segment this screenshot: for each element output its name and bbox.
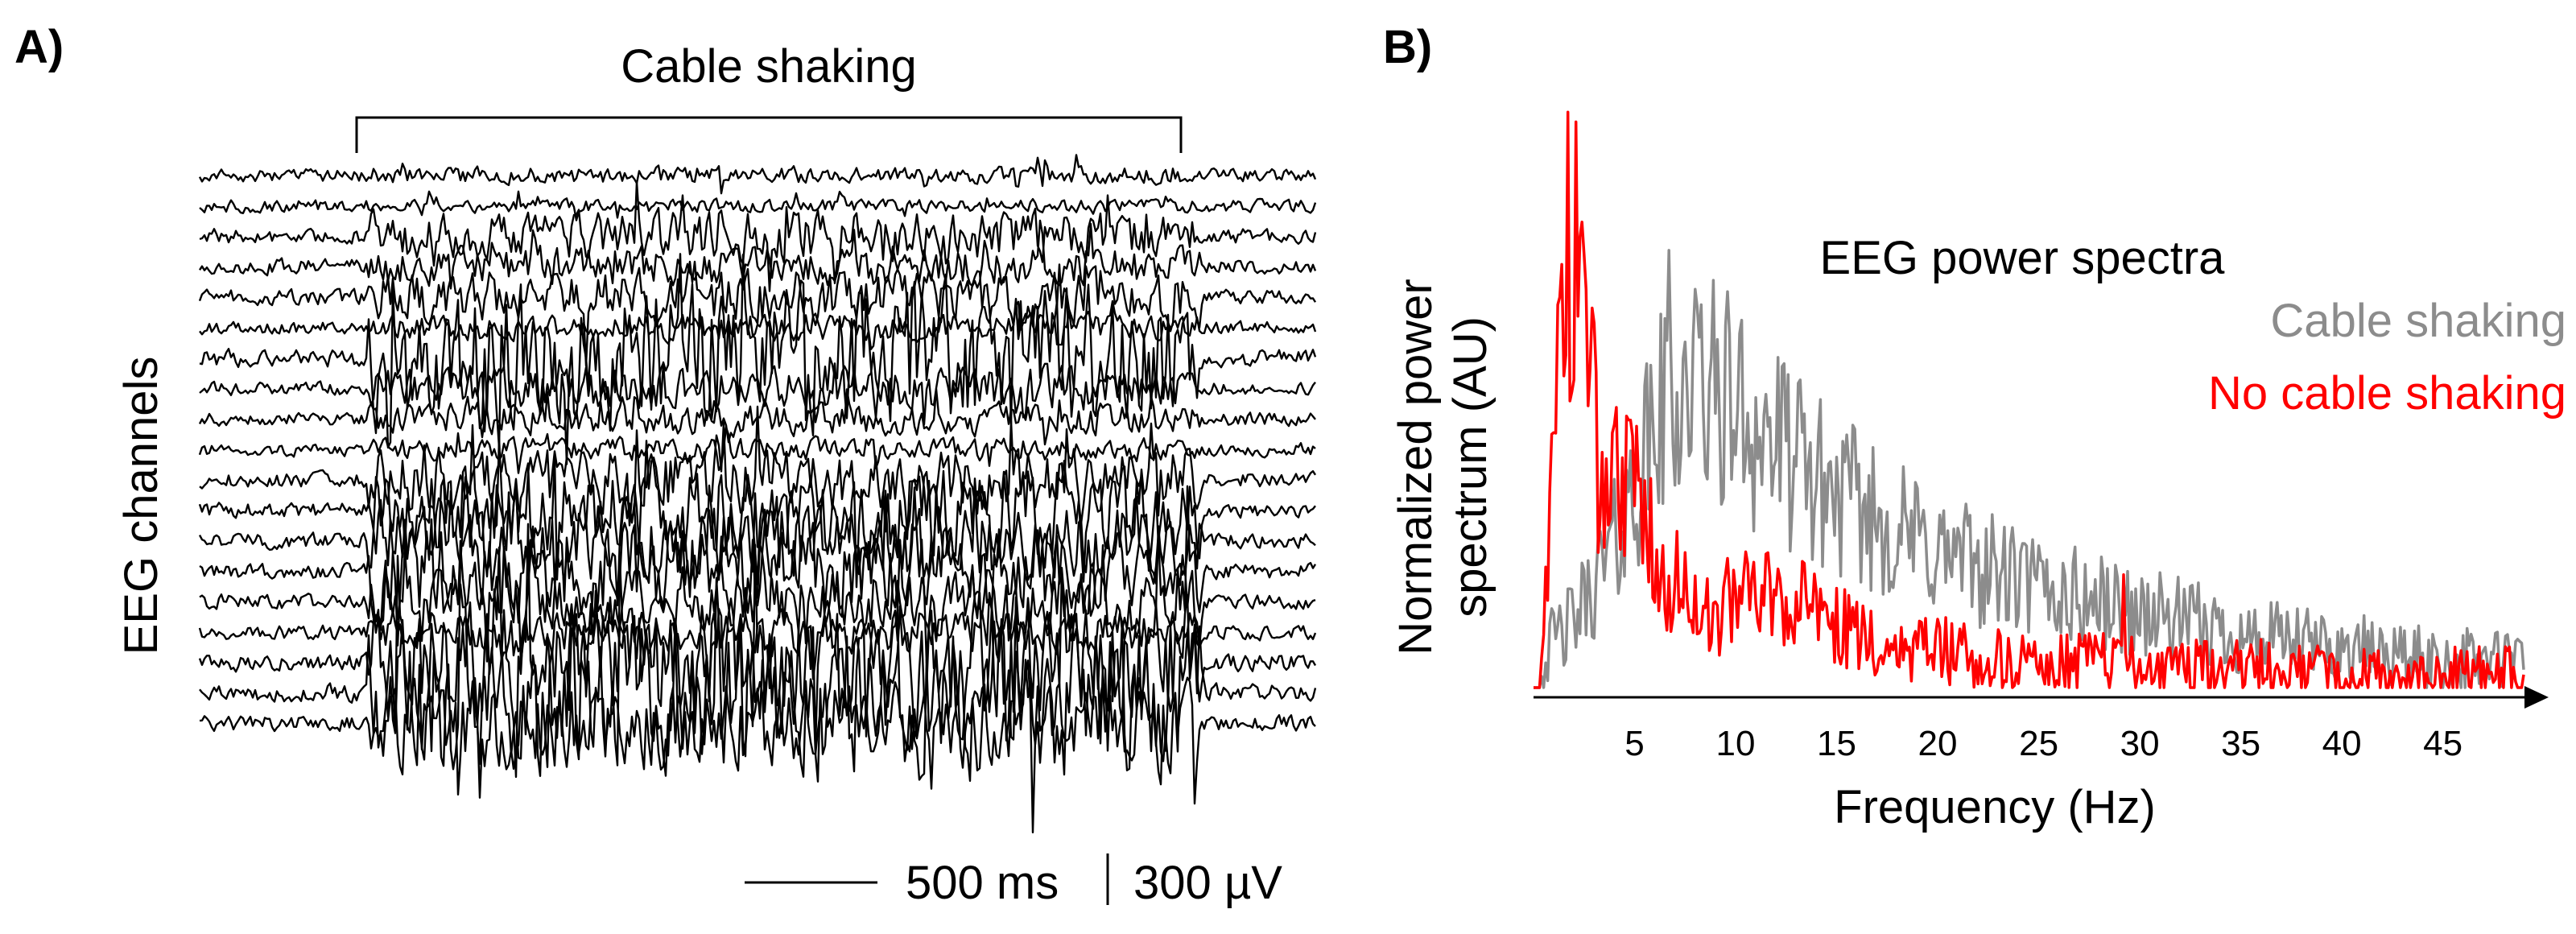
time-scale-label: 500 ms xyxy=(906,857,1059,909)
xtick-35: 35 xyxy=(2221,724,2260,763)
eeg-ylabel: EEG channels xyxy=(115,357,167,655)
spectrum-cable-shaking xyxy=(1534,249,2525,689)
frequency-axis-arrow xyxy=(2524,686,2549,709)
xtick-40: 40 xyxy=(2322,724,2362,763)
eeg-trace-ch2 xyxy=(199,190,1317,221)
legend-no-cable-shaking: No cable shaking xyxy=(2208,367,2566,419)
panel-b-label: B) xyxy=(1383,21,1432,73)
xtick-15: 15 xyxy=(1817,724,1856,763)
spectrum-no-cable-shaking xyxy=(1534,110,2525,689)
eeg-trace-ch4 xyxy=(198,219,1317,290)
eeg-trace-ch11 xyxy=(199,405,1317,583)
amp-scale-label: 300 µV xyxy=(1133,857,1282,909)
eeg-trace-ch15 xyxy=(199,523,1316,664)
eeg-trace-ch7 xyxy=(199,253,1317,465)
spectra-ylabel-line-2: spectrum (AU) xyxy=(1444,316,1496,618)
xtick-30: 30 xyxy=(2120,724,2160,763)
spectra-title: EEG power spectra xyxy=(1820,232,2226,284)
eeg-trace-ch13 xyxy=(198,465,1316,606)
spectra-xlabel: Frequency (Hz) xyxy=(1834,781,2156,833)
eeg-trace-ch1 xyxy=(198,154,1317,195)
eeg-trace-ch19 xyxy=(199,659,1316,805)
eeg-trace-ch8 xyxy=(199,351,1316,433)
eeg-trace-ch18 xyxy=(199,543,1317,833)
legend-cable-shaking: Cable shaking xyxy=(2270,295,2566,347)
xtick-5: 5 xyxy=(1624,724,1644,763)
panel-a-label: A) xyxy=(14,21,64,73)
bracket-label: Cable shaking xyxy=(621,40,917,93)
xtick-45: 45 xyxy=(2423,724,2462,763)
eeg-trace-ch17 xyxy=(198,523,1317,779)
spectra-ylabel-line-1: Normalized power xyxy=(1389,279,1442,655)
spectra-series xyxy=(1534,110,2525,689)
eeg-trace-ch10 xyxy=(198,426,1316,474)
frequency-tick-labels: 5 10 15 20 25 30 35 40 45 xyxy=(1624,724,2462,763)
xtick-20: 20 xyxy=(1918,724,1958,763)
panel-a: A) Cable shaking EEG channels 500 ms 300… xyxy=(14,21,1317,909)
xtick-25: 25 xyxy=(2019,724,2058,763)
eeg-trace-ch3 xyxy=(199,180,1317,292)
panel-b: B) EEG power spectra Cable shaking No ca… xyxy=(1383,21,2566,833)
eeg-trace-ch6 xyxy=(199,297,1317,350)
shaking-bracket xyxy=(355,116,1183,153)
eeg-traces xyxy=(198,154,1317,833)
xtick-10: 10 xyxy=(1716,724,1756,763)
